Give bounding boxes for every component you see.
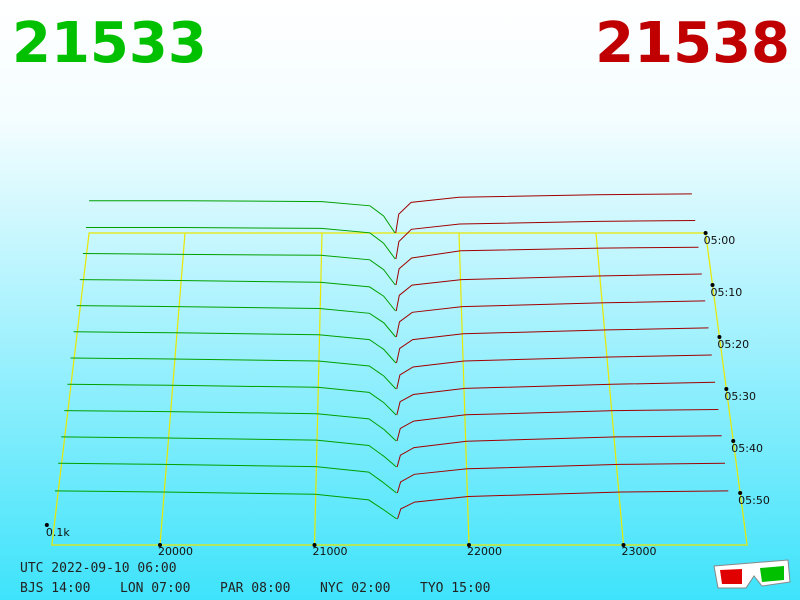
bid-depth-line [61,436,397,468]
ask-depth-line [396,435,722,468]
zone-time: PAR 08:00 [220,581,290,596]
bid-depth-line [76,305,396,338]
price-grid-line [159,232,186,546]
time-tick [724,387,729,391]
bid-depth-line [73,331,397,364]
price-tick [312,543,317,547]
ask-depth-line [395,220,696,260]
bid-depth-line [79,279,396,312]
time-tick-label: 05:50 [738,494,770,507]
zone-time: NYC 02:00 [320,581,390,596]
bid-depth-line [54,490,397,520]
price-tick [467,543,471,547]
time-tick-label: 05:10 [711,286,743,299]
floor [51,232,748,546]
glasses-icon [713,559,791,589]
price-tick-label: 21000 [313,545,348,558]
ask-depth-line [395,300,706,338]
bid-depth-line [86,227,396,260]
depth-label: 0.1k [46,526,70,539]
bid-price: 21533 [12,11,207,76]
time-tick-label: 05:20 [717,338,749,351]
bid-depth-line [82,253,396,286]
ask-depth-line [397,490,729,520]
price-tick-label: 23000 [622,545,657,558]
price-tick [621,543,626,547]
zone-time: BJS 14:00 [20,581,90,596]
time-tick-label: 05:40 [731,442,763,455]
bid-depth-line [70,357,397,390]
ask-depth-line [396,381,716,416]
price-tick-label: 22000 [467,545,502,558]
bid-depth-line [64,410,397,442]
ask-depth-line [395,273,702,312]
ask-depth-line [395,246,699,286]
zone-time: LON 07:00 [120,581,190,596]
time-tick-label: 05:00 [704,234,736,247]
time-tick-label: 05:30 [724,390,756,403]
time-tick [703,231,708,235]
bid-depth-line [89,200,396,234]
price-grid-line [313,232,323,546]
time-tick [738,491,743,495]
time-tick [710,283,715,287]
ask-depth-line [396,327,709,364]
bid-depth-line [67,383,397,416]
price-tick-label: 20000 [158,545,193,558]
price-grid-line [595,232,625,546]
ask-depth-line [395,193,692,234]
utc-time: UTC 2022-09-10 06:00 [20,561,177,576]
price-tick [158,543,162,547]
zone-time: TYO 15:00 [420,581,490,596]
ask-price: 21538 [595,11,790,76]
price-grid-line [458,232,470,546]
time-tick [731,439,736,443]
time-tick [717,335,722,339]
ask-depth-line [396,462,726,494]
ask-depth-line [396,354,712,390]
bid-depth-line [58,462,397,494]
depth-tick [44,523,49,527]
ask-depth-line [396,409,719,442]
